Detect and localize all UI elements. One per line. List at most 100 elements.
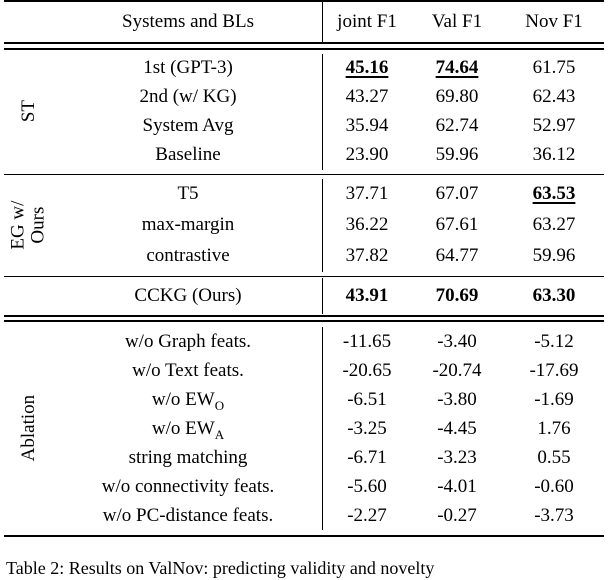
cell-value: -20.74: [432, 359, 482, 381]
cell-value: 36.22: [345, 214, 389, 235]
cell-value: -5.12: [534, 330, 574, 352]
rule-double-header: [4, 42, 604, 50]
cell-value: 64.77: [435, 245, 479, 266]
cell-value: -0.60: [534, 475, 574, 497]
cell-value: -1.69: [534, 388, 574, 410]
cell-value: 37.82: [345, 245, 389, 266]
cell-value: 63.30: [532, 284, 576, 306]
cell-value: 59.96: [532, 245, 576, 266]
group-label-eg: EG w/ Ours: [7, 200, 49, 250]
cell-value: 63.53: [532, 183, 576, 204]
table-row: 2nd (w/ KG) 43.27 69.80 62.43: [4, 82, 604, 112]
table-row: w/o PC-distance feats. -2.27 -0.27 -3.73: [4, 501, 604, 530]
rule-top: [4, 0, 604, 2]
cell-value: 69.80: [435, 86, 479, 107]
cell-value: -11.65: [342, 330, 392, 352]
cell-value: 37.71: [345, 183, 389, 204]
group-label-st-wrap: ST: [4, 50, 54, 174]
subscript: O: [214, 397, 225, 413]
subscript: A: [214, 426, 225, 442]
table-row: 1st (GPT-3) 45.16 74.64 61.75: [4, 53, 604, 83]
section-cckg: CCKG (Ours) 43.91 70.69 63.30: [4, 277, 604, 315]
cell-value: -6.71: [347, 446, 387, 468]
cell-value: 62.43: [532, 86, 576, 107]
row-label: max-margin: [141, 214, 235, 235]
rule-bottom: [4, 535, 604, 537]
table-row: w/o EWO -6.51 -3.80 -1.69: [4, 385, 604, 414]
table-row: w/o EWA -3.25 -4.45 1.76: [4, 414, 604, 443]
row-label: contrastive: [146, 245, 230, 266]
table-row-cckg: CCKG (Ours) 43.91 70.69 63.30: [4, 277, 604, 314]
cell-value: 23.90: [345, 144, 389, 165]
row-label: string matching: [128, 446, 248, 468]
table-row: string matching -6.71 -3.23 0.55: [4, 443, 604, 472]
row-label: System Avg: [142, 115, 234, 136]
cell-value: 36.12: [532, 144, 576, 165]
cell-value: 43.91: [345, 284, 389, 306]
header-joint-f1: joint F1: [322, 2, 411, 42]
group-label-eg-wrap: EG w/ Ours: [4, 175, 54, 276]
cell-value: 70.69: [435, 284, 479, 306]
row-label: T5: [177, 183, 199, 204]
cell-value: -20.65: [342, 359, 392, 381]
cell-value: -3.40: [437, 330, 477, 352]
cell-value: -4.45: [437, 417, 477, 439]
table-row: w/o connectivity feats. -5.60 -4.01 -0.6…: [4, 472, 604, 501]
header-val-f1: Val F1: [431, 11, 483, 32]
row-label: w/o Graph feats.: [124, 330, 252, 352]
header-row: Systems and BLs joint F1 Val F1 Nov F1: [4, 2, 604, 42]
cell-value: 61.75: [532, 57, 576, 78]
cell-value: 63.27: [532, 214, 576, 235]
section-eg: EG w/ Ours T5 37.71 67.07 63.53 max-marg…: [4, 175, 604, 276]
cell-value: -3.80: [437, 388, 477, 410]
cell-value: 43.27: [345, 86, 389, 107]
group-label-spacer: [4, 2, 54, 42]
cell-value: -17.69: [529, 359, 579, 381]
cell-value: 67.07: [435, 183, 479, 204]
group-label-ablation: Ablation: [17, 395, 39, 462]
cell-value: -4.01: [437, 475, 477, 497]
table-row: contrastive 37.82 64.77 59.96: [4, 240, 604, 272]
cell-value: 35.94: [345, 115, 389, 136]
row-label: w/o Text feats.: [132, 359, 244, 381]
row-label: w/o EWA: [151, 417, 225, 442]
row-label: w/o PC-distance feats.: [102, 504, 274, 526]
header-nov-f1: Nov F1: [525, 11, 583, 32]
header-systems: Systems and BLs: [122, 11, 254, 32]
table-row: max-margin 36.22 67.61 63.27: [4, 209, 604, 241]
cell-value: 52.97: [532, 115, 576, 136]
row-label: 1st (GPT-3): [143, 57, 233, 78]
cell-value: -3.23: [437, 446, 477, 468]
cell-value: 45.16: [345, 57, 389, 78]
section-ablation: Ablation w/o Graph feats. -11.65 -3.40 -…: [4, 322, 604, 535]
cell-value: -5.60: [347, 475, 387, 497]
row-label: w/o connectivity feats.: [101, 475, 275, 497]
row-label: 2nd (w/ KG): [139, 86, 237, 107]
cell-value: 1.76: [537, 417, 571, 439]
cell-value: 67.61: [435, 214, 479, 235]
caption-label: Table 2:: [6, 558, 65, 578]
results-table: Systems and BLs joint F1 Val F1 Nov F1 S…: [4, 0, 604, 580]
rule-st-eg: [4, 173, 604, 175]
cell-value: 0.55: [537, 446, 571, 468]
cell-value: -0.27: [437, 504, 477, 526]
rule-eg-cckg: [4, 275, 604, 277]
table-row: w/o Graph feats. -11.65 -3.40 -5.12: [4, 327, 604, 356]
group-label-st: ST: [17, 100, 39, 123]
cell-value: -2.27: [347, 504, 387, 526]
cell-value: -3.25: [347, 417, 387, 439]
table-row: System Avg 35.94 62.74 52.97: [4, 111, 604, 141]
section-st: ST 1st (GPT-3) 45.16 74.64 61.75 2nd (w/…: [4, 50, 604, 174]
row-label: Baseline: [155, 144, 221, 165]
table-row: w/o Text feats. -20.65 -20.74 -17.69: [4, 356, 604, 385]
group-label-ablation-wrap: Ablation: [4, 322, 54, 535]
caption-body: Results on ValNov: predicting validity a…: [68, 558, 435, 578]
row-label: CCKG (Ours): [134, 284, 242, 306]
cell-value: -6.51: [347, 388, 387, 410]
table-caption: Table 2: Results on ValNov: predicting v…: [6, 558, 604, 580]
cell-value: 62.74: [435, 115, 479, 136]
cell-value: 74.64: [435, 57, 479, 78]
table-row: T5 37.71 67.07 63.53: [4, 178, 604, 210]
cell-value: 59.96: [435, 144, 479, 165]
table-row: Baseline 23.90 59.96 36.12: [4, 140, 604, 170]
